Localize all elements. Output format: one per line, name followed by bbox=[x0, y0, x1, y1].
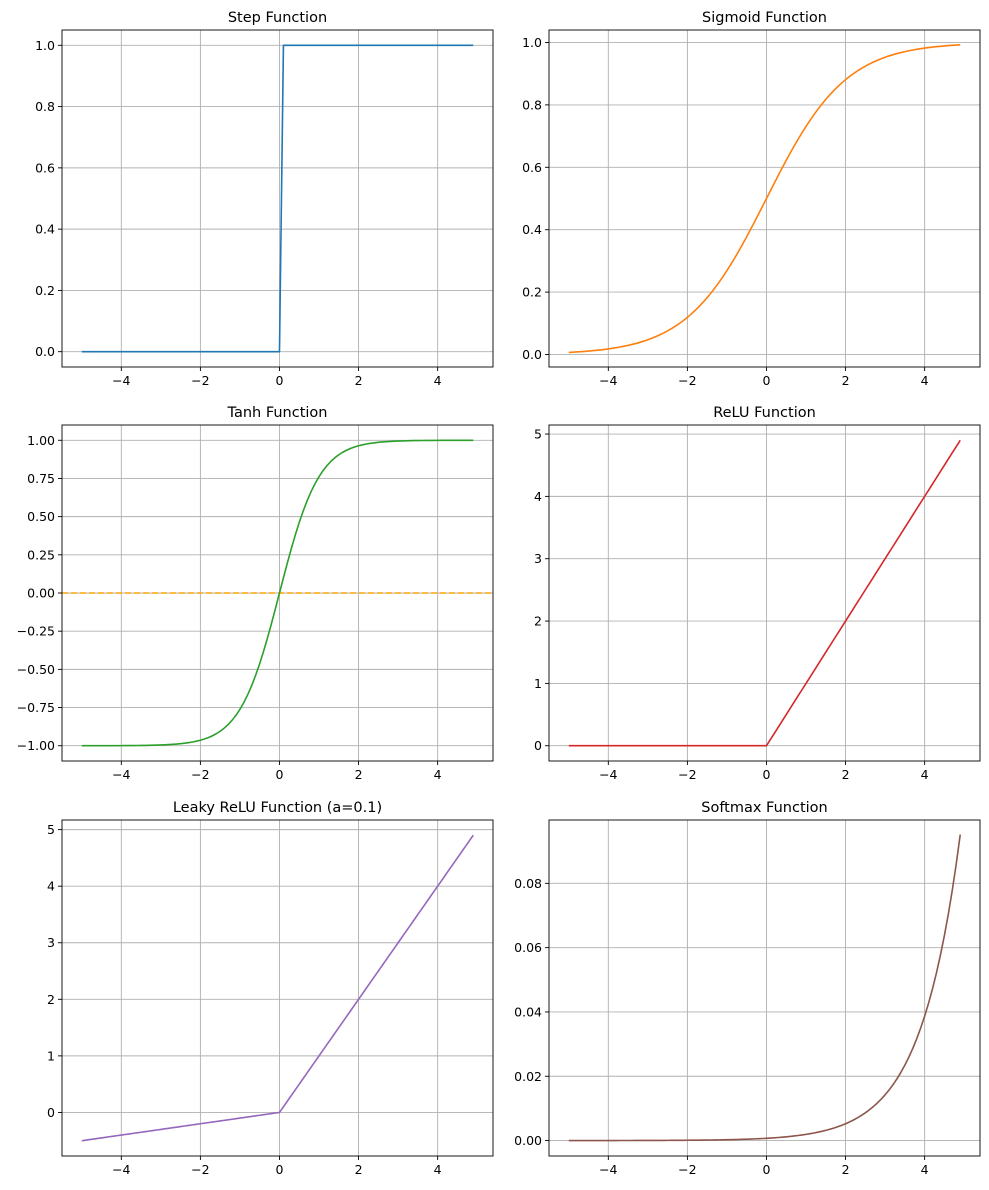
x-tick-label: 2 bbox=[355, 373, 363, 388]
y-tick-label: 0.06 bbox=[514, 940, 542, 955]
x-tick-label: −2 bbox=[678, 1162, 696, 1177]
y-tick-label: 1.0 bbox=[522, 35, 542, 50]
series-line-leaky_relu bbox=[81, 834, 474, 1142]
y-tick-label: 0.6 bbox=[35, 160, 55, 175]
y-tick-label: 0 bbox=[47, 1105, 55, 1120]
x-tick-label: 0 bbox=[763, 1162, 771, 1177]
y-tick-label: 0.04 bbox=[514, 1004, 542, 1019]
x-tick-label: 4 bbox=[921, 767, 929, 782]
x-tick-label: 0 bbox=[276, 767, 284, 782]
x-tick-label: 0 bbox=[276, 1162, 284, 1177]
y-tick-label: −0.75 bbox=[17, 700, 55, 715]
subplot-6: Softmax Function −4 −2 0 2 4 0.00 0.02 0.04 0.06 0… bbox=[514, 800, 981, 1177]
y-tick-label: 0.50 bbox=[27, 509, 55, 524]
axes-frame bbox=[548, 29, 981, 368]
axes-frame bbox=[61, 819, 494, 1157]
y-tick-label: 0 bbox=[534, 738, 542, 753]
x-tick-label: −4 bbox=[112, 767, 130, 782]
y-tick-label: 5 bbox=[534, 427, 542, 442]
x-tick-label: 2 bbox=[842, 1162, 850, 1177]
y-tick-label: 0.4 bbox=[522, 222, 542, 237]
y-tick-label: −0.50 bbox=[17, 662, 55, 677]
x-tick-label: −4 bbox=[599, 767, 617, 782]
axes-frame bbox=[548, 424, 981, 762]
x-tick-label: −4 bbox=[112, 1162, 130, 1177]
subplot-1: Step Function −4 −2 0 2 4 0.0 0.2 0.4 0.6 0.8 1.0 bbox=[35, 10, 494, 388]
x-tick-label: 4 bbox=[921, 373, 929, 388]
y-tick-label: 0.2 bbox=[35, 283, 55, 298]
subplot-4: ReLU Function −4 −2 0 2 4 0 1 2 3 4 5 bbox=[534, 405, 981, 782]
y-tick-label: 0.0 bbox=[35, 344, 55, 359]
subplot-5: Leaky ReLU Function (a=0.1) −4 −2 0 2 4 0 1 2 3 4 5 bbox=[47, 800, 494, 1177]
subplot-title: ReLU Function bbox=[713, 405, 816, 421]
x-tick-label: 0 bbox=[276, 373, 284, 388]
series-line-softmax bbox=[568, 834, 962, 1142]
y-tick-label: 0.4 bbox=[35, 222, 55, 237]
series-line-step bbox=[81, 44, 474, 353]
subplot-title: Step Function bbox=[228, 10, 327, 26]
subplot-title: Softmax Function bbox=[701, 800, 828, 816]
y-tick-label: 1 bbox=[47, 1048, 55, 1063]
y-tick-label: 1.0 bbox=[35, 38, 55, 53]
subplot-3: Tanh Function −4 −2 0 2 4 −1.00 −0.75 −0.50 −0.25… bbox=[17, 405, 494, 782]
y-tick-label: 0.08 bbox=[514, 876, 542, 891]
subplot-title: Leaky ReLU Function (a=0.1) bbox=[173, 800, 382, 816]
y-tick-label: 0.0 bbox=[522, 347, 542, 362]
y-tick-label: 0.2 bbox=[522, 285, 542, 300]
x-tick-label: 0 bbox=[763, 373, 771, 388]
y-tick-label: 4 bbox=[534, 489, 542, 504]
x-tick-label: 4 bbox=[434, 373, 442, 388]
axes-frame bbox=[61, 29, 494, 368]
y-tick-label: 4 bbox=[47, 879, 55, 894]
y-tick-label: 1 bbox=[534, 676, 542, 691]
y-tick-label: 3 bbox=[534, 551, 542, 566]
subplot-title: Sigmoid Function bbox=[702, 10, 827, 26]
series-line-tanh bbox=[81, 439, 474, 747]
y-tick-label: 0.6 bbox=[522, 160, 542, 175]
x-tick-label: −2 bbox=[191, 373, 209, 388]
y-tick-label: 0.00 bbox=[514, 1133, 542, 1148]
x-tick-label: 2 bbox=[842, 373, 850, 388]
y-tick-label: 0.75 bbox=[27, 471, 55, 486]
x-tick-label: −4 bbox=[112, 373, 130, 388]
subplot-title: Tanh Function bbox=[226, 405, 327, 421]
y-tick-label: 0.25 bbox=[27, 547, 55, 562]
series-line-sigmoid bbox=[568, 43, 961, 354]
y-tick-label: 3 bbox=[47, 935, 55, 950]
y-tick-label: 2 bbox=[47, 992, 55, 1007]
y-tick-label: 0.02 bbox=[514, 1069, 542, 1084]
y-tick-label: −0.25 bbox=[17, 624, 55, 639]
x-tick-label: −4 bbox=[599, 1162, 617, 1177]
x-tick-label: 2 bbox=[355, 767, 363, 782]
y-tick-label: 2 bbox=[534, 614, 542, 629]
x-tick-label: 4 bbox=[921, 1162, 929, 1177]
series-line-relu bbox=[568, 439, 961, 747]
y-tick-label: −1.00 bbox=[17, 738, 55, 753]
y-tick-label: 0.8 bbox=[35, 99, 55, 114]
axes-frame bbox=[548, 819, 981, 1157]
x-tick-label: −2 bbox=[678, 373, 696, 388]
x-tick-label: −2 bbox=[191, 767, 209, 782]
x-tick-label: 4 bbox=[434, 1162, 442, 1177]
y-tick-label: 5 bbox=[47, 822, 55, 837]
y-tick-label: 0.00 bbox=[27, 586, 55, 601]
x-tick-label: 2 bbox=[355, 1162, 363, 1177]
x-tick-label: 4 bbox=[434, 767, 442, 782]
x-tick-label: −4 bbox=[599, 373, 617, 388]
x-tick-label: −2 bbox=[678, 767, 696, 782]
y-tick-label: 0.8 bbox=[522, 97, 542, 112]
x-tick-label: 2 bbox=[842, 767, 850, 782]
x-tick-label: −2 bbox=[191, 1162, 209, 1177]
y-tick-label: 1.00 bbox=[27, 433, 55, 448]
x-tick-label: 0 bbox=[763, 767, 771, 782]
subplot-2: Sigmoid Function −4 −2 0 2 4 0.0 0.2 0.4 0.6 0.8 1.… bbox=[522, 10, 981, 388]
